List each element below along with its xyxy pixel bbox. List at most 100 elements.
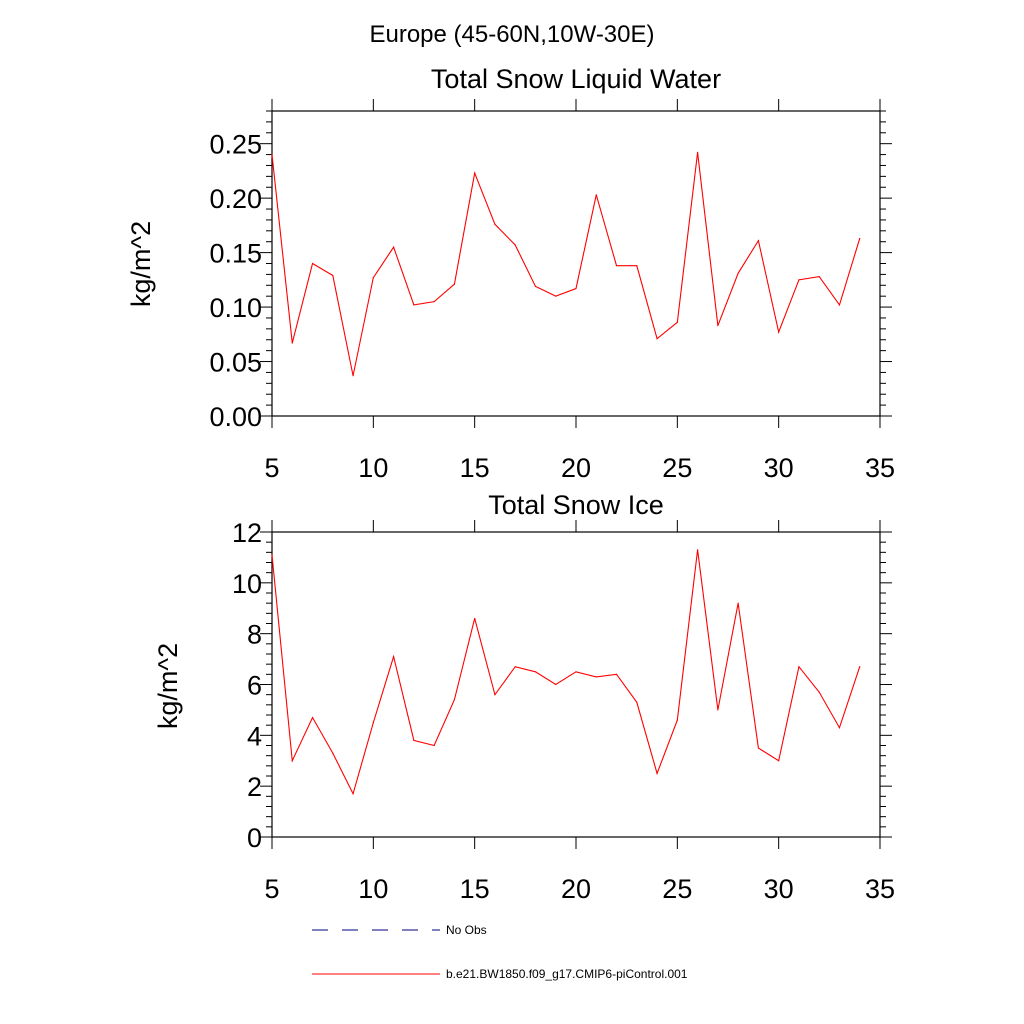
data-point: [697, 151, 699, 153]
data-point: [291, 342, 293, 344]
data-point: [534, 671, 537, 673]
panel-2-title: Total Snow Ice: [488, 490, 664, 520]
panel-1-ylabel: kg/m^2: [126, 221, 156, 307]
y-tick-label: 0.25: [209, 130, 262, 160]
y-tick-label: 12: [232, 518, 262, 548]
data-point: [372, 722, 374, 724]
data-point: [656, 338, 658, 340]
y-tick-label: 0: [247, 823, 262, 853]
data-point: [737, 602, 739, 604]
x-tick-label: 5: [264, 453, 279, 483]
x-tick-label: 10: [358, 453, 388, 483]
data-point: [838, 304, 841, 306]
y-tick-label: 10: [232, 569, 262, 599]
panel-1-title: Total Snow Liquid Water: [431, 64, 721, 94]
y-tick-label: 4: [247, 721, 262, 751]
data-point: [271, 153, 273, 156]
plot-frame: [271, 531, 881, 838]
y-tick-label: 0.10: [209, 293, 262, 323]
data-point: [393, 655, 395, 658]
data-point: [676, 719, 678, 721]
x-tick-label: 30: [764, 453, 794, 483]
series-line: [271, 152, 861, 376]
x-tick-label: 10: [358, 874, 388, 904]
panel-snow-liquid-water: Total Snow Liquid Water kg/m^2 5 10 15 20 25…: [126, 64, 895, 483]
x-tick-label: 30: [764, 874, 794, 904]
data-point: [717, 324, 719, 327]
data-point: [352, 375, 354, 377]
panel-2-axes: 5 10 15 20 25 30 35 0 2 4 6 8 10 12: [232, 518, 895, 904]
data-point: [311, 262, 314, 265]
panel-snow-ice: Total Snow Ice kg/m^2 5 10 15 20 25 30 35 0 2 4 6 8…: [153, 490, 895, 904]
x-tick-label: 15: [460, 874, 490, 904]
data-point: [494, 694, 496, 696]
data-point: [534, 285, 537, 287]
data-point: [757, 240, 760, 242]
x-tick-label: 35: [865, 453, 895, 483]
data-point: [372, 277, 374, 279]
x-tick-label: 35: [865, 874, 895, 904]
data-point: [656, 772, 658, 775]
y-tick-label: 0.15: [209, 239, 262, 269]
x-tick-label: 15: [460, 453, 490, 483]
data-point: [818, 275, 820, 278]
data-point: [453, 283, 455, 285]
series-line: [271, 549, 861, 796]
legend-label-no-obs: No Obs: [446, 923, 487, 937]
data-point: [595, 676, 597, 678]
data-point: [555, 295, 557, 297]
data-point: [555, 683, 557, 686]
data-point: [859, 237, 861, 240]
figure-supertitle: Europe (45-60N,10W-30E): [369, 21, 654, 48]
x-tick-label: 5: [264, 874, 279, 904]
data-point: [433, 744, 435, 747]
data-point: [757, 747, 760, 749]
data-point: [798, 279, 800, 281]
data-point: [352, 793, 354, 795]
data-point: [778, 760, 780, 762]
panel-2-ylabel: kg/m^2: [153, 643, 183, 729]
y-tick-label: 0.20: [209, 184, 262, 214]
data-point: [514, 666, 516, 668]
data-point: [453, 699, 455, 701]
data-point: [494, 223, 496, 225]
data-point: [859, 666, 861, 668]
data-point: [595, 194, 597, 196]
data-point: [575, 671, 577, 673]
legend: No Obs b.e21.BW1850.f09_g17.CMIP6-piCont…: [312, 923, 688, 981]
y-tick-label: 8: [247, 620, 262, 650]
data-point: [514, 244, 516, 246]
data-point: [615, 673, 618, 675]
data-point: [697, 549, 699, 551]
data-point: [393, 246, 395, 248]
x-tick-label: 20: [561, 874, 591, 904]
y-tick-label: 0.00: [209, 402, 262, 432]
data-point: [474, 617, 476, 620]
x-tick-label: 25: [662, 453, 692, 483]
data-point: [737, 272, 739, 274]
data-point: [778, 331, 780, 333]
data-point: [676, 321, 678, 323]
panel-1-axes: 5 10 15 20 25 30 35 0.00 0.05 0.10 0.15 0.20 0.25: [209, 99, 895, 483]
data-point: [332, 752, 334, 754]
plot-frame: [271, 110, 881, 417]
data-point: [615, 265, 618, 267]
x-tick-label: 20: [561, 453, 591, 483]
data-point: [575, 287, 577, 290]
data-point: [474, 172, 476, 174]
data-point: [818, 691, 820, 693]
y-tick-label: 6: [247, 671, 262, 701]
data-point: [311, 716, 314, 719]
data-point: [838, 727, 841, 729]
data-point: [291, 760, 293, 762]
data-point: [332, 274, 334, 277]
data-point: [413, 304, 415, 306]
x-tick-label: 25: [662, 874, 692, 904]
legend-label-model: b.e21.BW1850.f09_g17.CMIP6-piControl.001: [446, 967, 688, 981]
data-point: [271, 554, 273, 556]
y-tick-label: 0.05: [209, 348, 262, 378]
y-tick-label: 2: [247, 772, 262, 802]
data-point: [433, 301, 435, 303]
data-point: [798, 666, 800, 668]
